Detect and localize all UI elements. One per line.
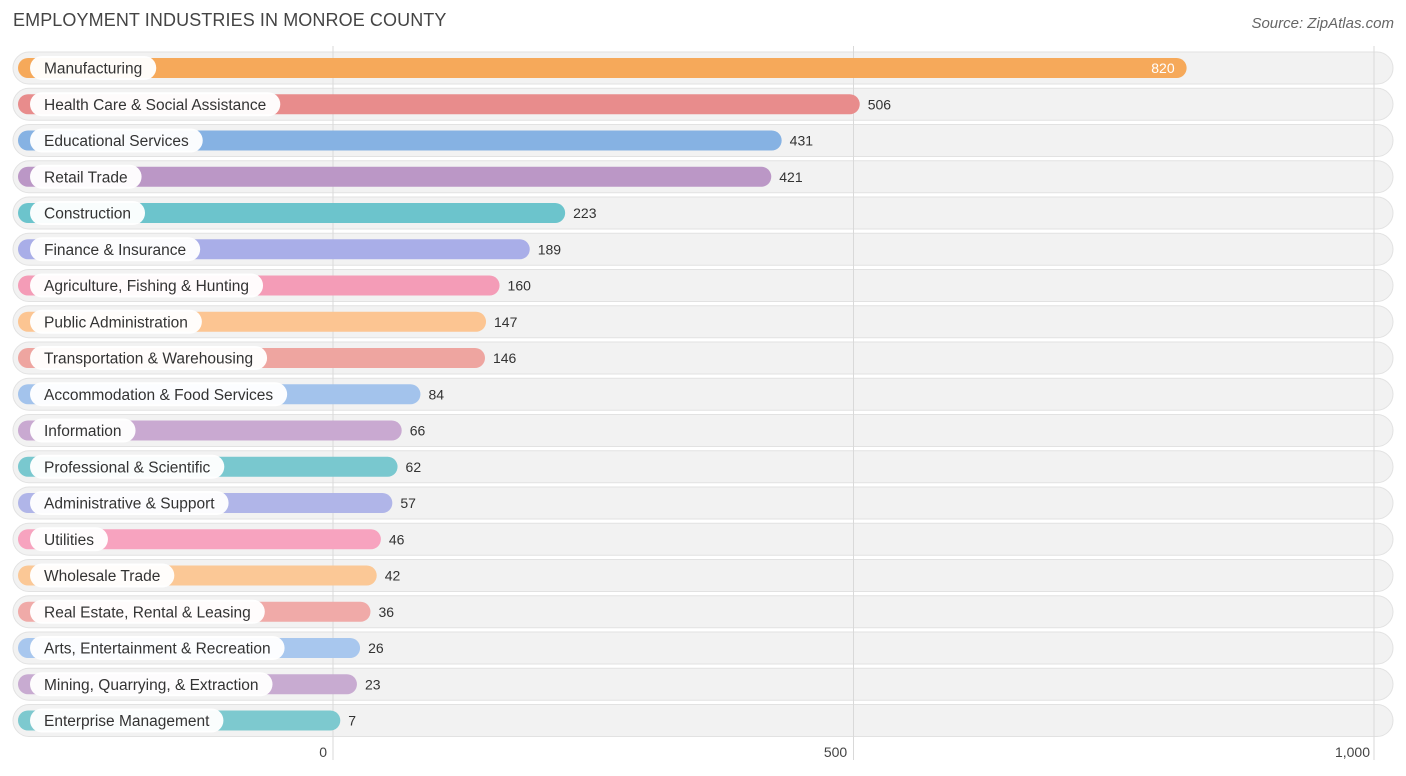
bar-row: Arts, Entertainment & Recreation 26 <box>18 636 384 660</box>
source-note: Source: ZipAtlas.com <box>1251 15 1394 32</box>
bar <box>18 529 381 550</box>
bar-row: Enterprise Management 7 <box>18 708 356 733</box>
value-label: 160 <box>508 278 532 294</box>
label-pill <box>30 309 202 334</box>
label-pill <box>30 599 265 624</box>
value-label: 26 <box>368 640 384 656</box>
bar <box>18 203 566 223</box>
category-label: Finance & Insurance <box>44 242 186 259</box>
category-label: Accommodation & Food Services <box>44 387 273 404</box>
label-pill <box>30 164 142 189</box>
category-label: Information <box>44 423 122 440</box>
value-label: 820 <box>1151 60 1175 76</box>
category-label: Manufacturing <box>44 61 142 78</box>
row-track <box>12 667 1394 701</box>
value-label: 223 <box>573 205 597 221</box>
x-tick-label: 0 <box>319 744 327 760</box>
category-label: Construction <box>44 206 131 223</box>
category-label: Public Administration <box>44 314 188 331</box>
bar-row: Accommodation & Food Services 84 <box>18 382 444 407</box>
bar-row: Retail Trade 421 <box>18 164 803 189</box>
label-pill <box>30 454 225 479</box>
value-label: 23 <box>365 676 381 692</box>
label-pill <box>30 92 281 117</box>
category-label: Arts, Entertainment & Recreation <box>44 641 271 658</box>
value-label: 147 <box>494 314 518 330</box>
value-label: 506 <box>868 96 892 112</box>
label-pill <box>30 708 224 733</box>
bar <box>18 166 772 187</box>
value-label: 84 <box>428 386 444 402</box>
bar-row: Health Care & Social Assistance 506 <box>18 92 892 117</box>
bar-row: Administrative & Support 57 <box>18 491 416 515</box>
row-track <box>12 704 1394 737</box>
value-label: 57 <box>400 495 416 511</box>
bar-row: Construction 223 <box>18 201 597 225</box>
label-pill <box>30 563 175 588</box>
bar-row: Manufacturing 820 <box>18 56 1187 80</box>
label-pill <box>30 636 285 660</box>
label-pill <box>30 382 288 407</box>
category-label: Enterprise Management <box>44 713 210 730</box>
label-pill <box>30 237 201 262</box>
category-label: Wholesale Trade <box>44 568 160 585</box>
bar-row: Public Administration 147 <box>18 309 518 334</box>
x-tick-label: 500 <box>824 744 848 760</box>
bar-row: Agriculture, Fishing & Hunting 160 <box>18 273 532 298</box>
label-pill <box>30 527 108 552</box>
bar-row: Transportation & Warehousing 146 <box>18 346 517 370</box>
category-label: Professional & Scientific <box>44 459 211 476</box>
category-label: Agriculture, Fishing & Hunting <box>44 278 249 295</box>
label-pill <box>30 346 268 370</box>
label-pill <box>30 56 157 80</box>
label-pill <box>30 672 273 697</box>
value-label: 7 <box>348 713 356 729</box>
bar-row: Information 66 <box>18 418 426 443</box>
value-label: 146 <box>493 350 517 366</box>
label-pill <box>30 418 136 443</box>
x-tick-label: 1,000 <box>1335 744 1370 760</box>
bar <box>18 130 782 151</box>
chart-title: EMPLOYMENT INDUSTRIES IN MONROE COUNTY <box>13 10 447 30</box>
bar-row: Finance & Insurance 189 <box>18 237 562 262</box>
label-pill <box>30 128 203 153</box>
label-pill <box>30 201 146 225</box>
value-label: 36 <box>378 604 394 620</box>
bar <box>18 58 1187 78</box>
value-label: 62 <box>406 459 422 475</box>
value-label: 42 <box>385 568 401 584</box>
label-pill <box>30 491 229 515</box>
label-pill <box>30 273 264 298</box>
category-label: Mining, Quarrying, & Extraction <box>44 677 259 694</box>
category-label: Educational Services <box>44 133 189 150</box>
value-label: 189 <box>538 241 562 257</box>
value-label: 46 <box>389 531 405 547</box>
category-label: Retail Trade <box>44 169 128 186</box>
category-label: Transportation & Warehousing <box>44 351 253 368</box>
bar-row: Mining, Quarrying, & Extraction 23 <box>18 672 381 697</box>
bar-row: Wholesale Trade 42 <box>18 563 401 588</box>
category-label: Real Estate, Rental & Leasing <box>44 604 251 621</box>
row-track <box>12 631 1394 665</box>
value-label: 66 <box>410 423 426 439</box>
category-label: Health Care & Social Assistance <box>44 97 266 114</box>
value-label: 421 <box>779 169 803 185</box>
bar-row: Utilities 46 <box>18 527 405 552</box>
category-label: Administrative & Support <box>44 496 215 513</box>
bar-row: Professional & Scientific 62 <box>18 454 422 479</box>
bar-row: Real Estate, Rental & Leasing 36 <box>18 599 394 624</box>
value-label: 431 <box>790 133 814 149</box>
bar-row: Educational Services 431 <box>18 128 814 153</box>
category-label: Utilities <box>44 532 94 549</box>
